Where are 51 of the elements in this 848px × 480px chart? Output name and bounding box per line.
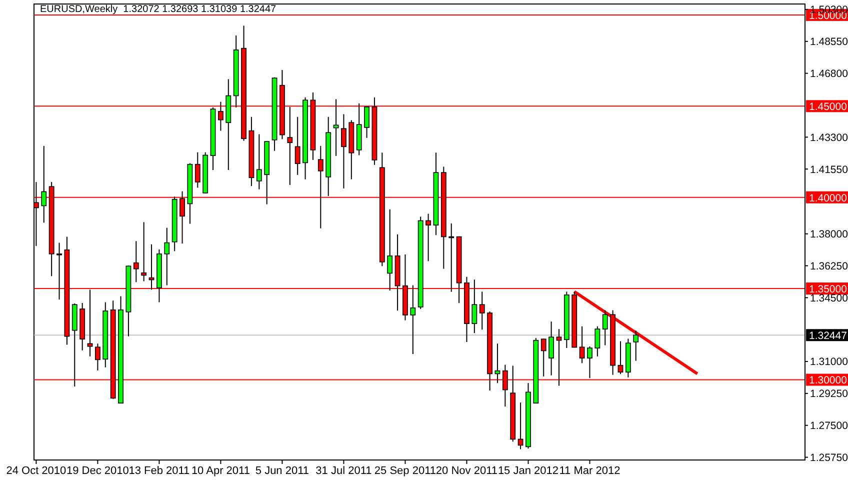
y-tick-label: 1.31000 [810,356,848,368]
candlestick [133,240,139,283]
x-tick-label: 11 Mar 2012 [559,464,620,477]
candlestick [410,284,416,355]
ref-line-label: 1.32447 [809,330,848,342]
candlestick [387,208,393,292]
y-tick-label: 1.48550 [810,36,848,48]
candlestick [333,98,339,156]
x-tick-label: 31 Jul 2011 [316,464,372,477]
y-tick-label: 1.38000 [810,228,848,241]
y-tick-label: 1.41550 [810,164,848,176]
x-tick-label: 24 Oct 2010 [6,464,66,477]
candlestick [579,326,585,364]
candlestick [479,291,485,330]
y-tick-label: 1.46800 [810,68,848,80]
candlestick [602,310,608,346]
y-tick-label: 1.29250 [810,388,848,400]
candlestick [141,222,147,282]
candlestick [164,227,170,286]
y-tick-label: 1.36250 [810,260,848,272]
candlestick [494,343,500,384]
candlestick [472,279,478,334]
candlestick [194,152,200,188]
x-tick-label: 15 Jan 2012 [498,464,559,477]
x-tick-label: 19 Dec 2010 [66,464,129,477]
x-tick-label: 5 Jun 2011 [255,464,310,477]
candlestick [540,338,546,377]
candlestick [364,106,370,138]
y-tick-label: 1.27500 [810,420,848,432]
candlestick [587,346,592,379]
y-tick-label: 1.25750 [810,452,848,464]
chart-title: EURUSD,Weekly 1.32072 1.32693 1.31039 1.32447 [40,4,277,15]
candlestick [426,213,431,262]
x-tick-label: 25 Sep 2011 [374,464,436,477]
x-tick-label: 10 Apr 2011 [191,464,250,477]
candlestick [548,321,554,376]
candlestick [518,402,524,450]
ref-line-label: 1.40000 [809,192,848,204]
candlestick [341,114,346,189]
candlestick [294,116,300,176]
candlestick [618,340,624,375]
candlestick [256,134,262,190]
candlestick [594,326,600,357]
candlestick [41,145,47,224]
candlestick [94,343,100,371]
x-tick-label: 20 Nov 2011 [436,464,498,477]
ref-line-label: 1.30000 [809,374,848,387]
x-tick-label: 13 Feb 2011 [128,464,190,477]
candlestick [633,330,639,362]
y-tick-label: 1.43300 [810,132,848,144]
ref-line-label: 1.45000 [809,101,848,114]
